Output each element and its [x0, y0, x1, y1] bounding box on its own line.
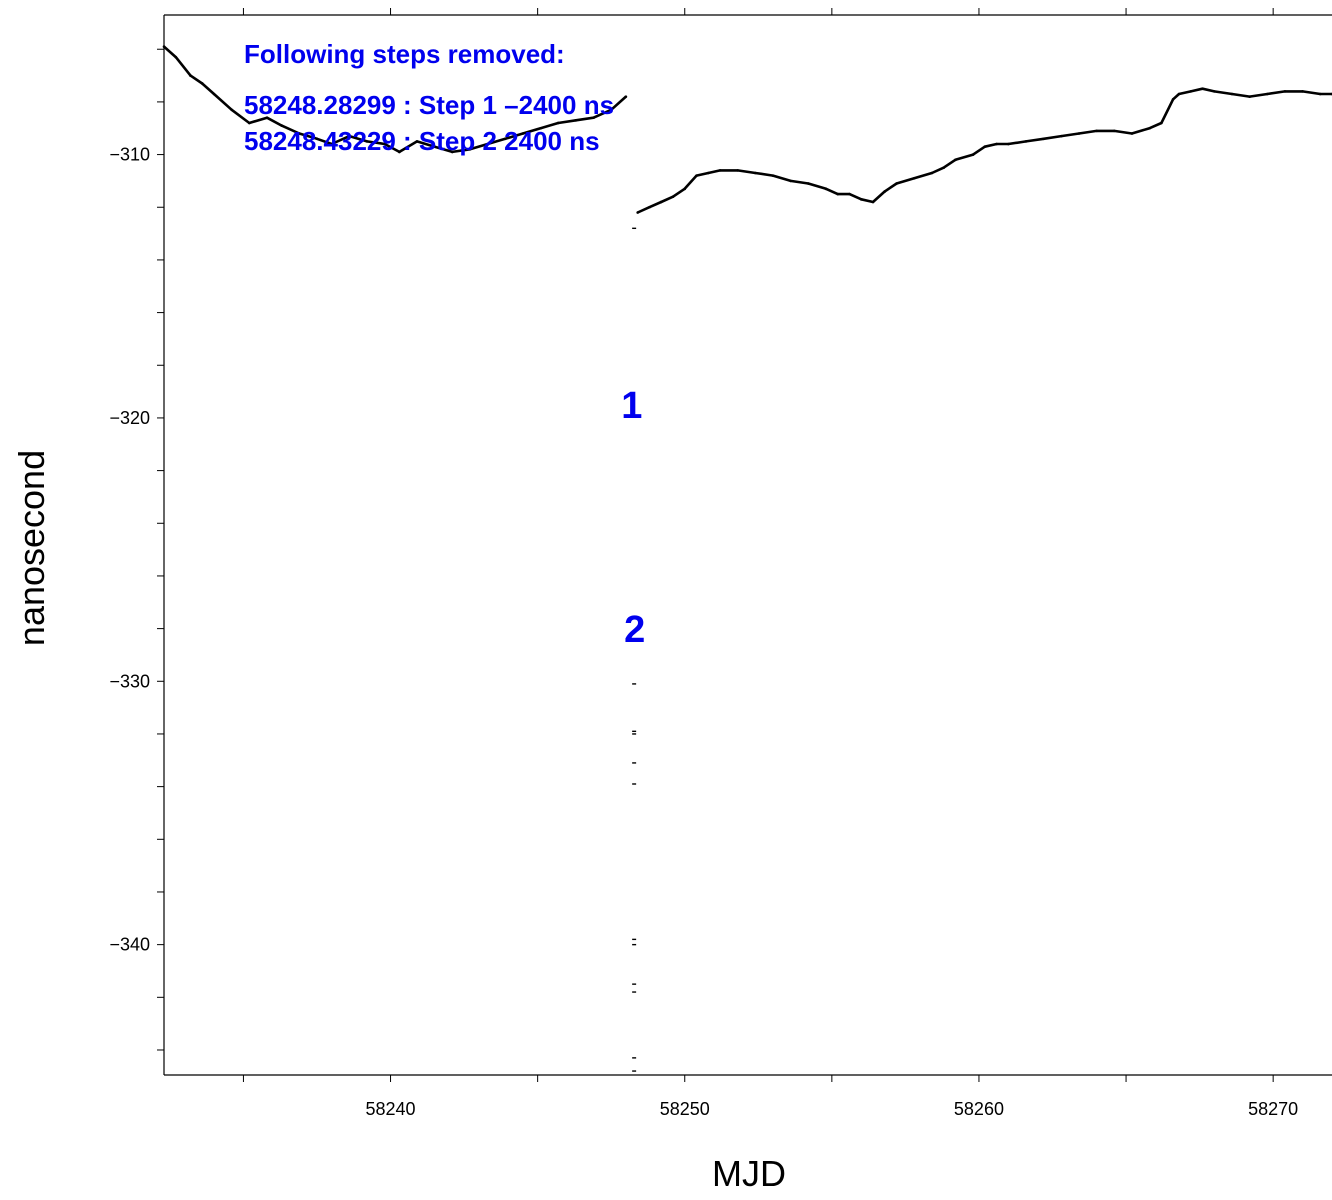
data-point — [859, 198, 863, 201]
data-point — [718, 169, 722, 172]
data-point — [736, 169, 740, 172]
data-point — [298, 132, 301, 135]
data-point — [398, 150, 401, 154]
data-point — [954, 158, 957, 162]
data-point — [383, 142, 386, 146]
data-point — [883, 190, 887, 193]
data-point — [1024, 140, 1028, 143]
data-point — [365, 140, 369, 143]
data-point — [348, 134, 351, 138]
data-point — [1171, 97, 1175, 101]
series-2-line — [637, 87, 1332, 214]
y-tick-label: −310 — [109, 145, 150, 165]
data-point — [1042, 137, 1045, 141]
data-point — [871, 200, 875, 204]
data-point — [1265, 92, 1269, 96]
data-point — [189, 74, 192, 77]
data-point — [574, 119, 578, 122]
data-point — [683, 187, 687, 191]
data-point — [895, 182, 898, 185]
data-point — [971, 153, 975, 156]
data-point — [265, 116, 269, 120]
data-point — [636, 211, 639, 214]
annotation-title: Following steps removed: — [244, 39, 565, 69]
data-point — [824, 187, 828, 191]
data-point — [1130, 132, 1134, 135]
data-point — [162, 45, 166, 48]
y-tick-label: −330 — [109, 671, 150, 691]
data-point — [503, 137, 507, 141]
data-point — [451, 150, 454, 154]
data-point — [1060, 134, 1063, 138]
data-point — [983, 145, 987, 148]
data-point — [836, 192, 840, 196]
data-point — [521, 132, 525, 135]
data-point — [1007, 142, 1010, 146]
data-point — [1301, 90, 1304, 93]
data-point — [706, 171, 710, 175]
data-point — [659, 200, 663, 204]
data-point — [1160, 121, 1163, 125]
annotation-step-1: 58248.28299 : Step 1 –2400 ns — [244, 90, 614, 120]
data-point — [1283, 90, 1287, 93]
data-point — [200, 82, 204, 85]
data-point — [1095, 129, 1098, 133]
data-point — [789, 179, 792, 183]
data-point — [1077, 132, 1081, 135]
x-tick-label: 58240 — [366, 1099, 416, 1119]
data-point — [624, 95, 628, 98]
data-point — [248, 121, 251, 125]
data-point — [415, 140, 419, 143]
data-point — [912, 176, 916, 180]
data-point — [1177, 92, 1181, 96]
data-point — [1189, 90, 1193, 93]
data-point — [671, 195, 675, 199]
data-point — [539, 126, 542, 130]
data-point — [468, 148, 472, 151]
x-tick-label: 58270 — [1248, 1099, 1298, 1119]
data-point — [330, 142, 333, 146]
data-point — [1213, 90, 1216, 93]
y-axis-title: nanosecond — [11, 450, 52, 646]
data-point — [848, 192, 851, 196]
data-point — [486, 142, 489, 146]
data-point — [556, 121, 560, 125]
data-point — [1248, 95, 1251, 98]
data-point — [1201, 87, 1204, 91]
data-point — [771, 174, 775, 177]
data-point — [609, 108, 613, 112]
x-tick-label: 58250 — [660, 1099, 710, 1119]
data-point — [695, 174, 698, 177]
data-point — [807, 182, 810, 185]
data-point — [1148, 126, 1151, 130]
data-point — [315, 137, 319, 141]
annotation-step-2: 58248.43229 : Step 2 2400 ns — [244, 126, 600, 156]
data-point — [942, 166, 945, 170]
data-point — [433, 145, 436, 148]
data-point — [230, 108, 233, 112]
data-point — [648, 205, 651, 209]
data-point — [1112, 129, 1116, 133]
y-tick-label: −320 — [109, 408, 150, 428]
step-marker-1: 1 — [621, 385, 642, 427]
x-tick-label: 58260 — [954, 1099, 1004, 1119]
data-point — [1318, 92, 1322, 96]
y-tick-label: −340 — [109, 935, 150, 955]
data-point — [1230, 92, 1234, 96]
data-point — [930, 171, 934, 175]
x-axis-title: MJD — [712, 1153, 786, 1194]
step-marker-2: 2 — [624, 609, 645, 651]
data-point — [995, 142, 998, 146]
data-point — [754, 171, 757, 175]
data-point — [174, 55, 178, 59]
data-point — [212, 92, 216, 96]
data-point — [280, 124, 283, 127]
data-point — [592, 116, 595, 120]
